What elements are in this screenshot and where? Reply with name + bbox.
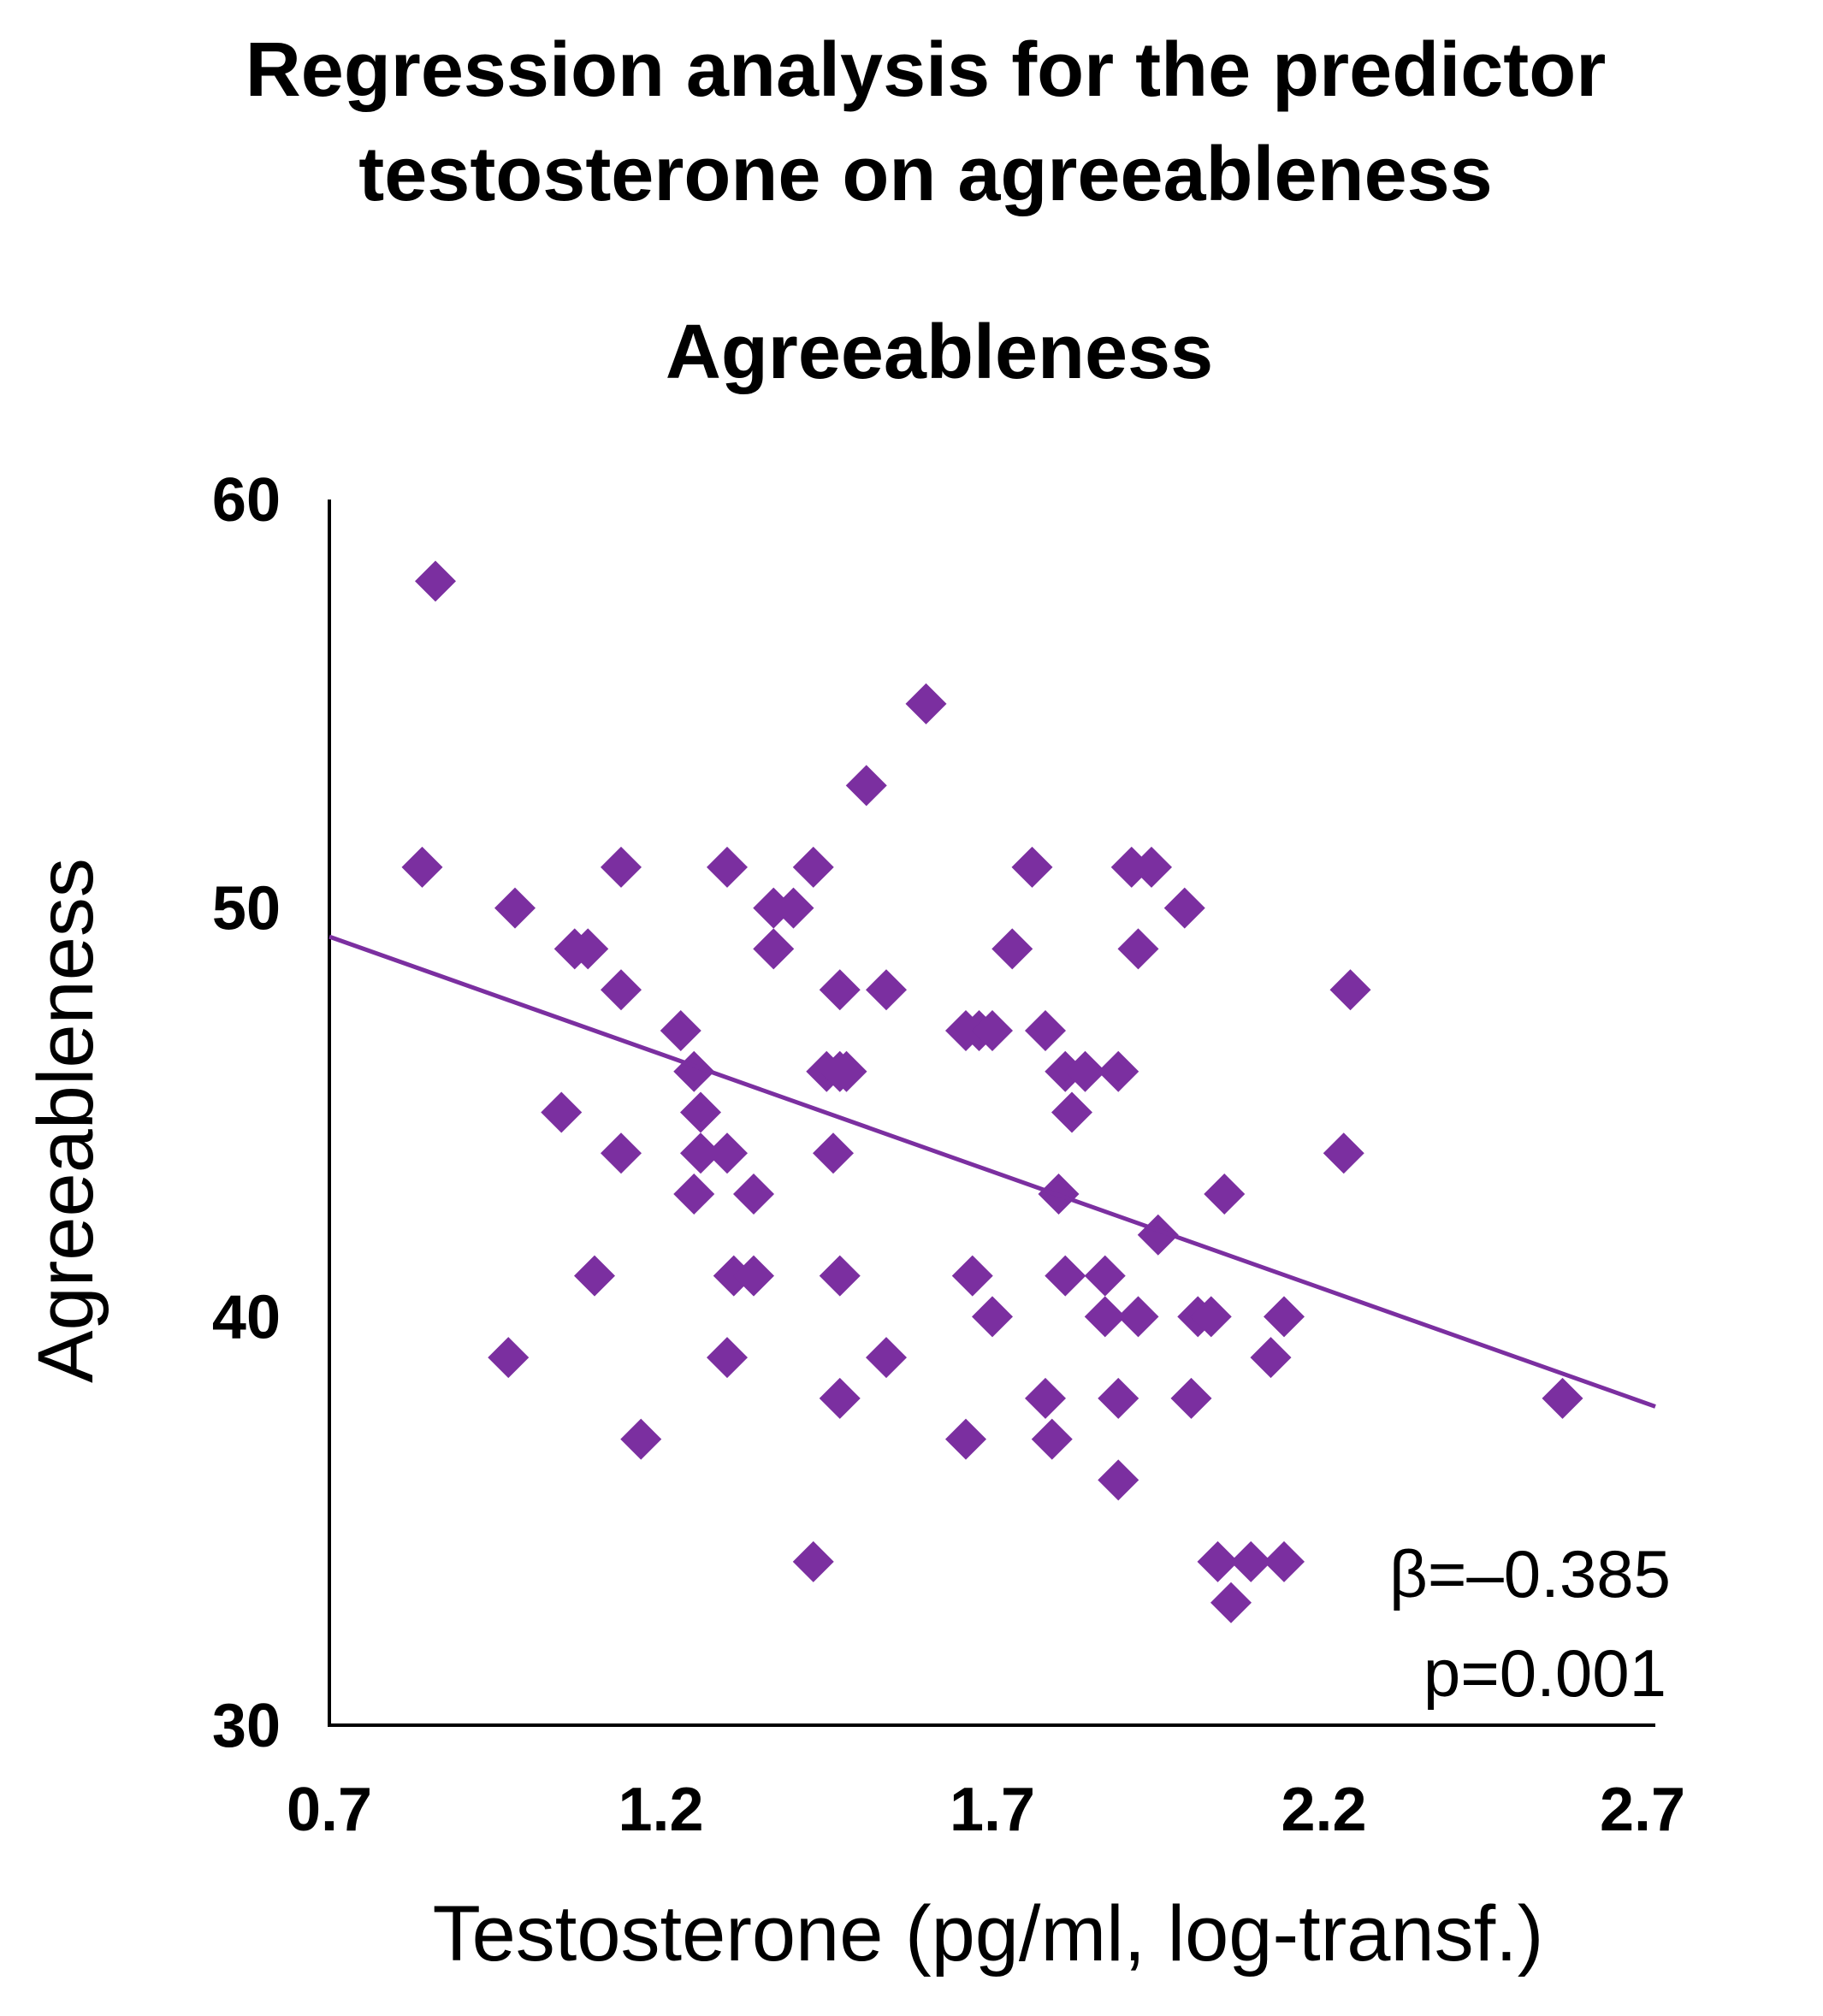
y-tick-label: 50: [212, 875, 281, 943]
data-point: [680, 1132, 721, 1174]
data-point: [1084, 1255, 1126, 1297]
x-tick-label: 1.7: [950, 1776, 1035, 1844]
data-point: [707, 846, 748, 888]
data-point: [733, 1174, 774, 1215]
data-point: [601, 969, 642, 1011]
data-point: [792, 1540, 834, 1582]
p-value-annotation: p=0.001: [1423, 1635, 1666, 1711]
data-point: [601, 1132, 642, 1174]
data-point: [866, 1337, 907, 1379]
data-point: [660, 1009, 701, 1051]
data-point: [1210, 1581, 1252, 1623]
x-tick-label: 2.7: [1600, 1776, 1685, 1844]
data-point: [1163, 887, 1205, 929]
data-point: [819, 969, 861, 1011]
data-point: [772, 887, 814, 929]
data-point: [1025, 1377, 1066, 1419]
data-point: [1045, 1255, 1086, 1297]
y-tick-label: 40: [212, 1283, 281, 1351]
data-point: [945, 1418, 986, 1460]
data-point: [819, 1255, 861, 1297]
x-tick-label: 1.2: [618, 1776, 703, 1844]
y-tick-label: 60: [212, 466, 281, 535]
data-point: [813, 1132, 854, 1174]
data-point: [972, 1296, 1013, 1338]
data-point: [707, 1132, 748, 1174]
data-point: [601, 846, 642, 888]
data-point: [1190, 1296, 1232, 1338]
data-point: [415, 560, 456, 602]
data-point: [1197, 1540, 1239, 1582]
data-point: [574, 1255, 615, 1297]
data-point: [488, 1337, 530, 1379]
x-tick-label: 0.7: [287, 1776, 372, 1844]
data-point: [541, 1091, 583, 1133]
data-point: [1264, 1540, 1305, 1582]
data-point: [792, 846, 834, 888]
data-point: [951, 1255, 993, 1297]
data-point: [1329, 969, 1371, 1011]
data-point: [1098, 1050, 1139, 1092]
beta-annotation: β=–0.385: [1389, 1536, 1671, 1611]
data-point: [1011, 846, 1053, 888]
y-tick-labels: 30 40 50 60: [212, 466, 281, 1760]
data-point: [1542, 1377, 1583, 1419]
data-point: [1051, 1091, 1092, 1133]
data-point: [1131, 846, 1172, 888]
data-point: [673, 1174, 715, 1215]
data-point: [1098, 1377, 1139, 1419]
data-point: [1098, 1459, 1139, 1501]
data-point: [1170, 1377, 1212, 1419]
data-point: [845, 765, 887, 807]
data-point: [620, 1418, 662, 1460]
data-point: [826, 1050, 867, 1092]
data-point: [733, 1255, 774, 1297]
data-point: [1117, 928, 1159, 970]
data-point: [1084, 1296, 1126, 1338]
y-tick-label: 30: [212, 1692, 281, 1760]
data-point: [567, 928, 609, 970]
data-point: [819, 1377, 861, 1419]
x-axis-label: Testosterone (pg/ml, log-transf.): [433, 1890, 1544, 1978]
plot-area: 30 40 50 60 0.7 1.2 1.7 2.2 2.7: [212, 466, 1685, 1844]
x-tick-label: 2.2: [1281, 1776, 1366, 1844]
y-axis-label: Agreeableness: [22, 858, 109, 1383]
data-point: [680, 1091, 721, 1133]
data-point: [401, 846, 443, 888]
data-point: [494, 887, 536, 929]
data-point: [1323, 1132, 1364, 1174]
data-point: [1204, 1174, 1246, 1215]
data-points: [401, 560, 1583, 1623]
chart-subtitle: Agreeableness: [666, 310, 1213, 395]
x-tick-labels: 0.7 1.2 1.7 2.2 2.7: [287, 1776, 1685, 1844]
data-point: [1264, 1296, 1305, 1338]
data-point: [972, 1009, 1013, 1051]
data-point: [1230, 1540, 1272, 1582]
data-point: [1064, 1050, 1106, 1092]
data-point: [1117, 1296, 1159, 1338]
data-point: [1250, 1337, 1292, 1379]
data-point: [1031, 1418, 1073, 1460]
data-point: [866, 969, 907, 1011]
data-point: [1025, 1009, 1066, 1051]
data-point: [905, 683, 947, 724]
chart-title-line-2: testosterone on agreeableness: [358, 132, 1492, 217]
chart-title-line-1: Regression analysis for the predictor: [246, 27, 1606, 113]
data-point: [991, 928, 1033, 970]
data-point: [707, 1337, 748, 1379]
regression-line: [328, 934, 1656, 1409]
data-point: [753, 928, 795, 970]
